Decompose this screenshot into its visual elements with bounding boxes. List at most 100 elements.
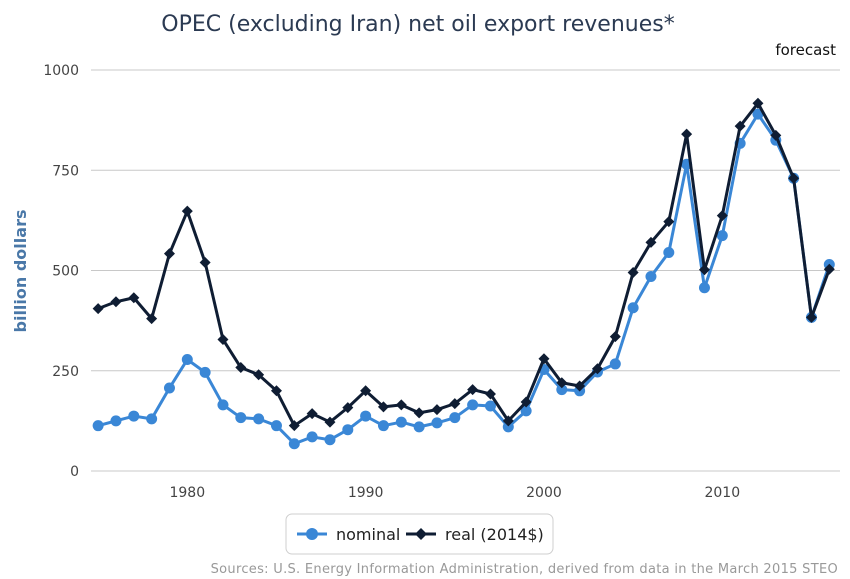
data-point[interactable]	[360, 385, 372, 397]
data-point[interactable]	[520, 405, 532, 417]
data-point[interactable]	[181, 354, 193, 366]
data-point[interactable]	[752, 97, 764, 109]
data-point[interactable]	[770, 129, 782, 141]
data-point[interactable]	[520, 396, 532, 408]
data-point[interactable]	[698, 282, 710, 294]
data-point[interactable]	[235, 412, 247, 424]
y-tick-label: 500	[52, 264, 79, 280]
data-point[interactable]	[342, 402, 354, 414]
data-point[interactable]	[163, 382, 175, 394]
series-real	[92, 97, 835, 432]
y-axis-label: billion dollars	[11, 210, 30, 333]
data-point[interactable]	[805, 311, 817, 323]
data-point[interactable]	[253, 369, 265, 381]
data-point[interactable]	[556, 384, 568, 396]
data-point[interactable]	[449, 412, 461, 424]
data-point[interactable]	[788, 172, 800, 184]
legend-real-label: real (2014$)	[445, 525, 544, 544]
data-point[interactable]	[663, 216, 675, 228]
data-point[interactable]	[306, 408, 318, 420]
data-point[interactable]	[128, 410, 140, 422]
y-tick-label: 250	[52, 364, 79, 380]
data-point[interactable]	[146, 313, 158, 325]
x-tick-label: 1980	[169, 485, 205, 501]
data-point[interactable]	[502, 421, 514, 433]
data-point[interactable]	[110, 415, 122, 427]
data-point[interactable]	[556, 377, 568, 389]
data-point[interactable]	[449, 398, 461, 410]
legend-nominal-marker	[306, 528, 318, 540]
data-point[interactable]	[609, 331, 621, 343]
data-point[interactable]	[663, 246, 675, 258]
data-point[interactable]	[253, 413, 265, 425]
data-point[interactable]	[716, 230, 728, 242]
data-point[interactable]	[395, 399, 407, 411]
data-point[interactable]	[199, 256, 211, 268]
data-point[interactable]	[734, 120, 746, 132]
data-point[interactable]	[627, 267, 639, 279]
y-tick-labels: 0 250 500 750 1000	[43, 63, 79, 480]
data-point[interactable]	[306, 431, 318, 443]
chart-title: OPEC (excluding Iran) net oil export rev…	[161, 12, 674, 37]
data-point[interactable]	[217, 333, 229, 345]
data-point[interactable]	[288, 420, 300, 432]
data-point[interactable]	[574, 380, 586, 392]
data-point[interactable]	[324, 416, 336, 428]
legend-item-real[interactable]: real (2014$)	[406, 525, 544, 544]
data-point[interactable]	[627, 302, 639, 314]
data-point[interactable]	[413, 407, 425, 419]
data-point[interactable]	[217, 399, 229, 411]
data-point[interactable]	[413, 421, 425, 433]
data-point[interactable]	[110, 296, 122, 308]
x-tick-labels: 1980 1990 2000 2010	[169, 485, 740, 501]
data-point[interactable]	[342, 424, 354, 436]
forecast-label: forecast	[775, 41, 836, 59]
data-point[interactable]	[288, 438, 300, 450]
series-layer	[92, 97, 835, 450]
data-point[interactable]	[270, 385, 282, 397]
y-tick-label: 750	[52, 163, 79, 179]
data-point[interactable]	[645, 236, 657, 248]
data-point[interactable]	[199, 366, 211, 378]
data-point[interactable]	[270, 420, 282, 432]
legend: nominal real (2014$)	[285, 513, 554, 555]
data-point[interactable]	[377, 420, 389, 432]
data-point[interactable]	[716, 210, 728, 222]
legend-item-nominal[interactable]: nominal	[297, 525, 400, 544]
data-point[interactable]	[431, 417, 443, 429]
data-point[interactable]	[377, 401, 389, 413]
x-tick-label: 2000	[526, 485, 562, 501]
data-point[interactable]	[431, 404, 443, 416]
series-line	[97, 112, 831, 446]
gridlines	[91, 69, 840, 472]
data-point[interactable]	[467, 399, 479, 411]
data-point[interactable]	[698, 264, 710, 276]
source-note: Sources: U.S. Energy Information Adminis…	[211, 562, 838, 577]
data-point[interactable]	[360, 410, 372, 422]
data-point[interactable]	[92, 420, 104, 432]
data-point[interactable]	[538, 353, 550, 365]
data-point[interactable]	[146, 413, 158, 425]
data-point[interactable]	[823, 263, 835, 275]
data-point[interactable]	[324, 434, 336, 446]
data-point[interactable]	[609, 358, 621, 370]
legend-real-marker	[415, 528, 427, 540]
data-point[interactable]	[752, 108, 764, 120]
data-point[interactable]	[467, 384, 479, 396]
x-tick-label: 2010	[704, 485, 740, 501]
data-point[interactable]	[502, 415, 514, 427]
y-tick-label: 0	[70, 464, 79, 480]
data-point[interactable]	[681, 128, 693, 140]
data-point[interactable]	[591, 363, 603, 375]
data-point[interactable]	[128, 292, 140, 304]
data-point[interactable]	[163, 248, 175, 260]
data-point[interactable]	[181, 205, 193, 217]
series-line	[97, 101, 831, 428]
data-point[interactable]	[645, 271, 657, 283]
data-point[interactable]	[395, 416, 407, 428]
data-point[interactable]	[92, 303, 104, 315]
data-point[interactable]	[484, 400, 496, 412]
data-point[interactable]	[235, 362, 247, 374]
data-point[interactable]	[484, 388, 496, 400]
